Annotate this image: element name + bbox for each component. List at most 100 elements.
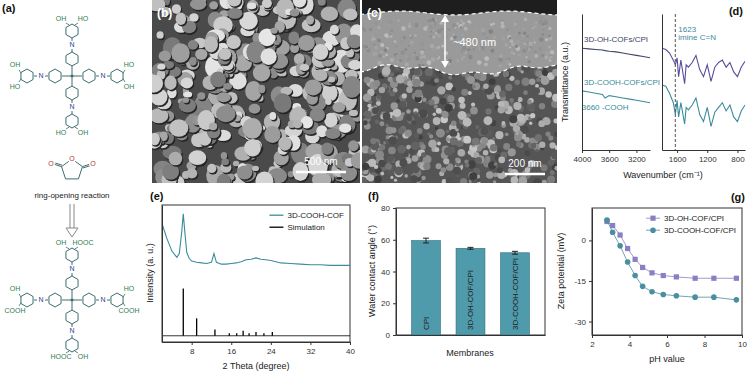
tick-mark: [393, 303, 396, 304]
texture: [393, 40, 396, 43]
core: [70, 298, 74, 302]
texture: [490, 23, 493, 26]
atom-label: N: [69, 327, 74, 334]
texture: [425, 101, 428, 104]
tick: -15: [574, 277, 592, 286]
texture: [425, 68, 433, 76]
texture: [414, 69, 421, 76]
atom-label: O: [48, 160, 54, 167]
texture: [405, 48, 407, 50]
y-axis-line: [592, 209, 593, 336]
texture: [534, 54, 538, 58]
texture: [406, 57, 411, 62]
chart: CPI3D-OH-COF/CPI3D-COOH-COF/CPI020406080…: [367, 204, 546, 358]
texture: [526, 56, 528, 58]
texture: [427, 60, 432, 65]
arrow-head: [441, 15, 449, 22]
texture: [534, 88, 540, 94]
texture: [493, 180, 496, 183]
y-axis: [662, 15, 663, 151]
tick-mark: [350, 342, 351, 345]
bond: [72, 273, 73, 276]
texture: [388, 77, 393, 82]
legend-label: 3D-COOH-COF/CPI: [664, 226, 736, 235]
stem: [263, 333, 264, 335]
arrow: [70, 204, 71, 228]
x-axis-line: [663, 150, 746, 151]
texture: [446, 59, 448, 61]
texture: [529, 78, 535, 84]
error-cap: [468, 249, 474, 250]
marker: [649, 289, 655, 295]
texture: [437, 142, 441, 146]
tick-mark: [636, 150, 637, 153]
texture: [522, 49, 526, 53]
tick-label: 1200: [699, 155, 717, 164]
texture: [552, 69, 557, 76]
texture: [467, 20, 470, 23]
particle: [332, 102, 345, 112]
particle: [226, 35, 240, 49]
texture: [544, 26, 547, 29]
particle: [290, 9, 300, 17]
marker: [711, 276, 716, 281]
boundary: [362, 65, 557, 75]
bond: [123, 294, 125, 297]
texture: [494, 162, 498, 166]
tick: 3D-OH-COF/CPI: [466, 270, 475, 335]
texture: [472, 82, 480, 90]
tick: CPI: [422, 317, 431, 335]
bond: [123, 79, 125, 82]
marker: [660, 292, 666, 298]
texture: [525, 41, 528, 44]
texture: [378, 160, 386, 168]
texture: [439, 75, 443, 79]
tick-label: 3600: [601, 155, 619, 164]
particle: [189, 150, 207, 165]
stem: [183, 288, 184, 335]
bond: [66, 247, 69, 249]
group-label: HOOC: [51, 353, 72, 360]
tick: 32: [306, 342, 315, 356]
texture: [443, 158, 449, 164]
tick-label: 3D-COOH-COF/CPI: [511, 258, 520, 330]
texture: [539, 141, 545, 147]
tick: 40: [381, 268, 396, 277]
plot-area: [162, 214, 350, 336]
texture: [536, 78, 540, 82]
texture: [463, 136, 471, 144]
texture: [379, 144, 385, 150]
texture: [489, 78, 496, 85]
texture: [410, 41, 414, 45]
texture: [385, 124, 388, 127]
atom-label: N: [69, 103, 74, 110]
texture: [508, 37, 511, 40]
atom-label: N: [100, 296, 105, 303]
texture: [448, 31, 451, 34]
texture: [400, 51, 405, 56]
tick: 3200: [628, 150, 646, 164]
texture: [419, 109, 428, 118]
marker: [674, 274, 679, 279]
texture: [459, 82, 464, 87]
texture: [406, 109, 411, 114]
texture: [452, 87, 456, 91]
texture: [388, 20, 392, 24]
texture: [390, 127, 396, 133]
series-line: [662, 85, 745, 126]
texture: [430, 38, 434, 42]
texture: [435, 147, 440, 152]
texture: [483, 150, 489, 156]
image-background: [152, 0, 360, 183]
texture: [362, 27, 364, 29]
bond: [72, 66, 73, 74]
texture: [384, 48, 388, 52]
stem: [272, 332, 273, 336]
texture: [514, 23, 517, 26]
legend-marker: [650, 216, 655, 221]
texture: [434, 78, 439, 83]
arrow-head: [441, 61, 449, 68]
tick-label: 4: [628, 340, 633, 349]
texture: [458, 111, 467, 120]
particle: [313, 69, 327, 81]
